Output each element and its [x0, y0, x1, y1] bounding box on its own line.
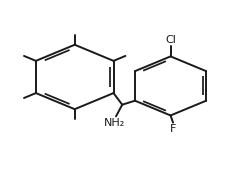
Text: Cl: Cl — [165, 35, 176, 45]
Text: NH₂: NH₂ — [104, 118, 125, 128]
Text: F: F — [170, 124, 177, 134]
